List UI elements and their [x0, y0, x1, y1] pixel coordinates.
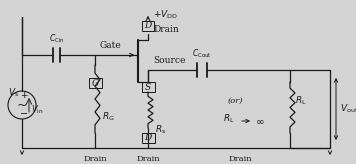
Text: $+V_{\rm DD}$: $+V_{\rm DD}$ — [153, 9, 178, 21]
Bar — [141, 82, 155, 92]
Text: Drain: Drain — [83, 155, 107, 163]
Text: Drain: Drain — [153, 25, 179, 34]
Bar — [142, 21, 154, 31]
Text: $R_{\rm G}$: $R_{\rm G}$ — [102, 111, 115, 123]
Text: $V_{\rm out}$: $V_{\rm out}$ — [340, 103, 356, 115]
Text: $V_{\rm in}$: $V_{\rm in}$ — [31, 104, 43, 116]
Bar — [141, 133, 155, 143]
Text: $C_{\rm Cin}$: $C_{\rm Cin}$ — [49, 32, 65, 45]
Text: D: D — [145, 21, 152, 31]
Text: $C_{\rm Cout}$: $C_{\rm Cout}$ — [192, 48, 212, 60]
Text: $R_{\rm s}$: $R_{\rm s}$ — [155, 124, 166, 136]
Text: Source: Source — [153, 56, 185, 65]
Text: ~: ~ — [17, 99, 27, 112]
Text: S: S — [145, 82, 151, 92]
Bar — [89, 78, 101, 88]
Text: Drain: Drain — [136, 155, 160, 163]
Text: $\infty$: $\infty$ — [255, 116, 265, 126]
Text: $R_{\rm L}$: $R_{\rm L}$ — [223, 113, 235, 125]
Text: $R_{\rm L}$: $R_{\rm L}$ — [295, 95, 307, 107]
Text: Gate: Gate — [99, 41, 121, 50]
Text: −: − — [20, 109, 28, 119]
Text: D: D — [145, 133, 152, 143]
Text: (or): (or) — [227, 97, 243, 105]
Text: Drain: Drain — [228, 155, 252, 163]
Text: +: + — [20, 92, 28, 101]
Text: G: G — [91, 79, 99, 88]
Text: $V_{\rm s}$: $V_{\rm s}$ — [9, 87, 20, 99]
